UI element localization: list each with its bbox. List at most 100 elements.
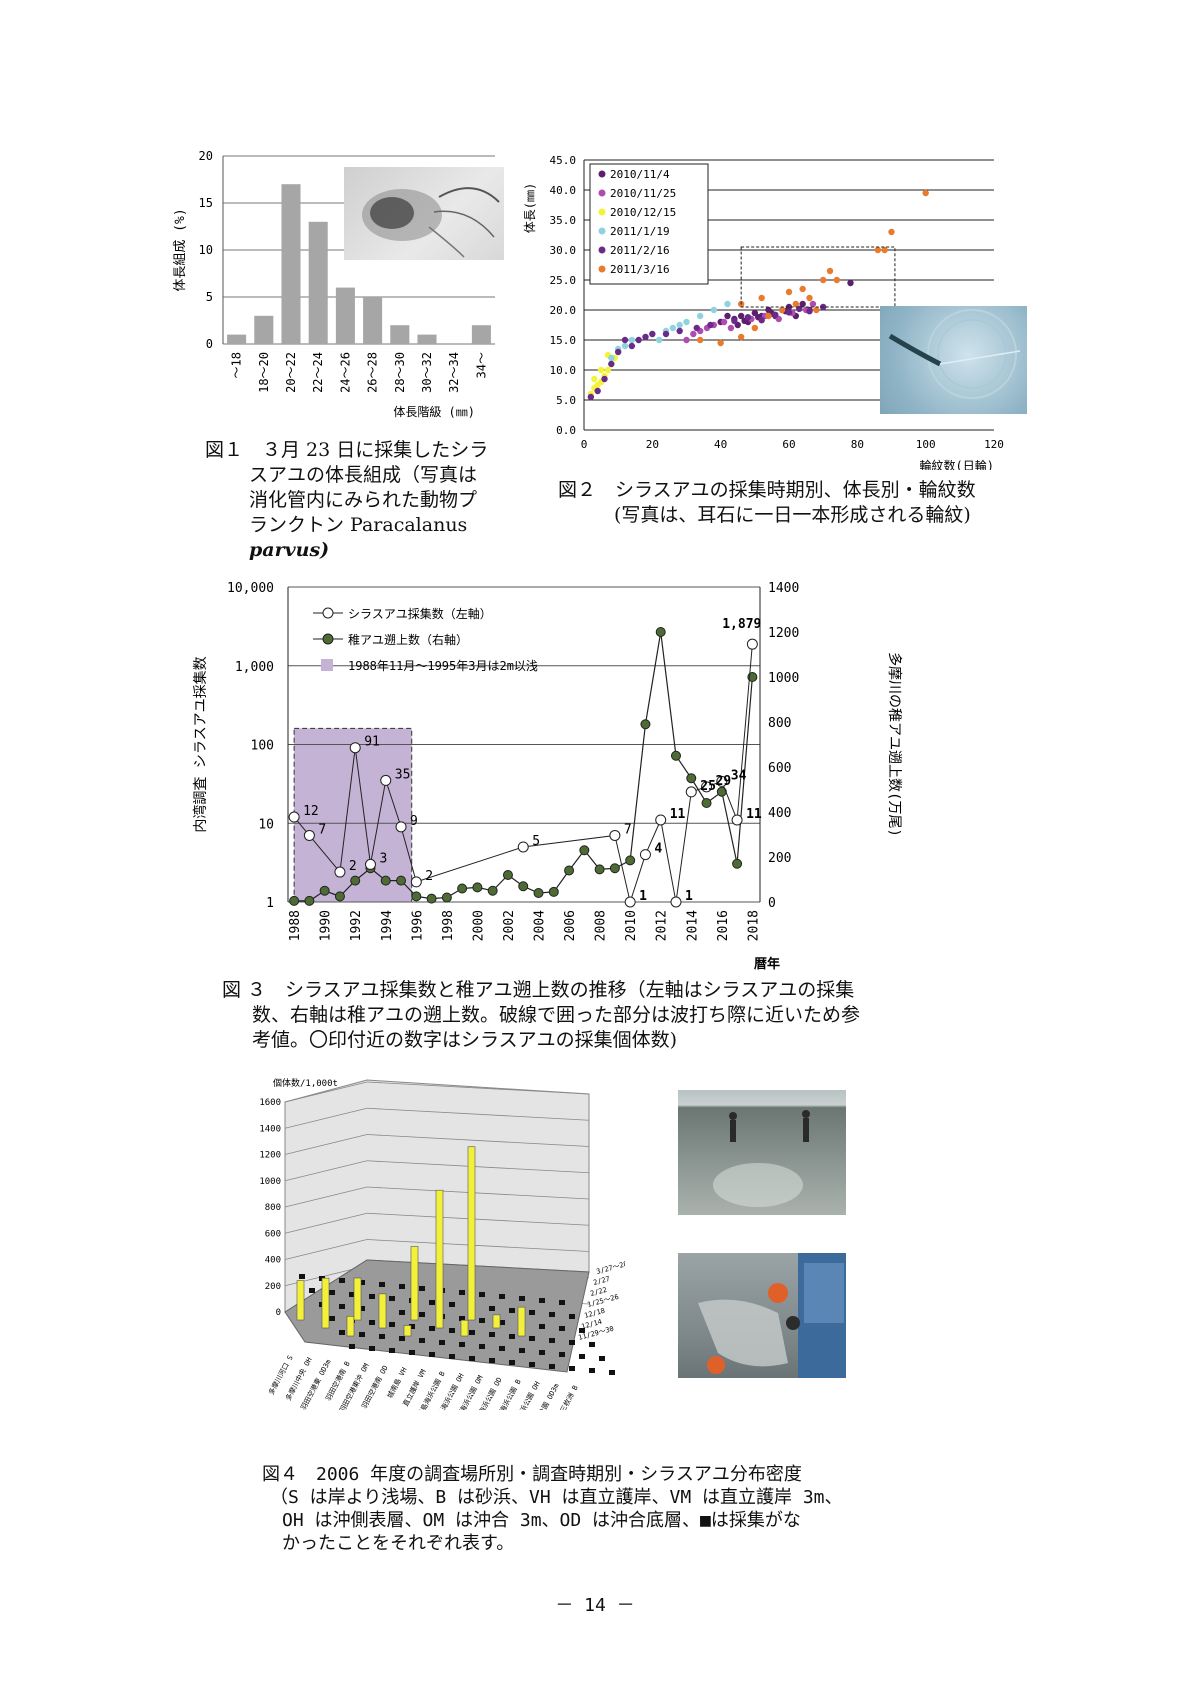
fig4-no-catch-marker <box>609 1370 615 1375</box>
fig1-bar <box>254 315 274 344</box>
fig4-chart: 1600 1400 1200 1000 800 600 400 200 0 個体数/1,000t 多… <box>255 1070 628 1448</box>
fig3-ayu-point <box>304 895 315 906</box>
fig1-xtick: 34～ <box>474 352 488 378</box>
fig4-gridline-side <box>284 1160 368 1182</box>
fig3-left-tick: 1,000 <box>235 660 274 675</box>
fig3-xtick: 2008 <box>594 910 609 941</box>
fig4-no-catch-marker <box>539 1298 545 1303</box>
fig4-no-catch-marker <box>509 1334 515 1339</box>
fig4-bar <box>410 1246 419 1321</box>
fig2-point <box>587 393 595 401</box>
fig3-ayu-point <box>380 875 391 886</box>
fig4-no-catch-marker <box>509 1360 515 1365</box>
fig4-no-catch-marker <box>539 1350 545 1355</box>
fig3-ayu-point <box>350 875 361 886</box>
fig3-ayu-point <box>457 883 468 894</box>
fig4-no-catch-marker <box>459 1290 465 1295</box>
fig3-xtick: 1998 <box>441 910 456 941</box>
fig4-no-catch-marker <box>469 1356 475 1361</box>
fig4-gridline-side <box>284 1134 368 1155</box>
fig3-shirasu-point <box>349 742 361 754</box>
fig4-no-catch-marker <box>599 1356 605 1361</box>
fig2-caption: 図２ シラスアユの採集時期別、体長別・輪紋数 (写真は、耳石に一日一本形成される… <box>558 479 976 526</box>
fig4-svg: 16001400120010008006004002000個体数/1,000t多… <box>259 1077 628 1448</box>
fig2-point <box>765 312 772 320</box>
fig3-shirasu-point <box>639 849 651 861</box>
fig3-ayu-point <box>594 864 605 875</box>
fig4-no-catch-marker <box>589 1368 595 1373</box>
fig2-point <box>785 288 793 296</box>
fig3-svg: 10,0001,00010010114001200100080060040020… <box>192 581 903 972</box>
fig3-ayu-point <box>411 891 422 902</box>
fig2-ytick: 35.0 <box>550 214 577 227</box>
fig4-no-catch-marker <box>549 1312 555 1317</box>
fig3-legend-label-3: 1988年11月～1995年3月は2m以浅 <box>348 659 538 673</box>
fig2-point <box>683 336 690 344</box>
fig3-xtick: 1990 <box>319 910 334 941</box>
fig3-xtick: 1994 <box>380 910 395 941</box>
fig2-point <box>696 312 704 320</box>
fig4-no-catch-marker <box>509 1308 515 1313</box>
fig4-no-catch-marker <box>569 1340 575 1345</box>
fig3-data-label: 1 <box>685 889 693 904</box>
fig4-no-catch-marker <box>429 1326 435 1331</box>
fig4-no-catch-marker <box>399 1310 405 1315</box>
fig4-gridline-back <box>366 1239 590 1252</box>
fig4-no-catch-marker <box>529 1362 535 1367</box>
fig3-shirasu-point <box>380 774 392 786</box>
fig3-xtick: 2000 <box>471 910 486 941</box>
fig4-ytick: 600 <box>265 1229 281 1239</box>
fig3-right-tick: 200 <box>768 851 791 866</box>
fig2-xtick: 80 <box>851 438 864 451</box>
fig3-left-tick: 10 <box>258 817 274 832</box>
fig2-point <box>642 333 649 341</box>
fig3-ayu-point <box>579 845 590 856</box>
fig4-no-catch-marker <box>459 1342 465 1347</box>
fig4-no-catch-marker <box>479 1292 485 1297</box>
fig2-point <box>737 312 745 320</box>
fig4-no-catch-marker <box>339 1330 345 1335</box>
fig4-no-catch-marker <box>359 1332 365 1337</box>
fig2-point <box>628 336 636 344</box>
fig1-ytick: 15 <box>199 196 213 210</box>
fig3-ayu-point <box>334 891 345 902</box>
fig1-svg: 0 5 10 15 20 ～18 18～20 20～22 22～24 24～26 26～28 28～3… <box>173 149 495 419</box>
fig4-no-catch-marker <box>309 1288 315 1293</box>
fig1-xlabel: 体長階級 (㎜) <box>393 404 475 419</box>
fig4-no-catch-marker <box>329 1290 335 1295</box>
fig4-ytick: 1400 <box>259 1124 281 1134</box>
fig4-no-catch-marker <box>379 1334 385 1339</box>
fig3-data-label: 29 <box>716 774 732 789</box>
fig1-caption: 図１ ３月 23 日に採集したシラ スアユの体長組成（写真は 消化管内にみられた… <box>205 439 489 561</box>
fig2-point <box>621 342 629 350</box>
fig2-point <box>813 306 820 314</box>
fig4-no-catch-marker <box>519 1296 525 1301</box>
plankton-photo <box>344 167 504 260</box>
fig4-no-catch-marker <box>399 1284 405 1289</box>
fig3-shirasu-point <box>685 786 697 798</box>
fig3-right-tick: 0 <box>768 896 776 911</box>
fig1-xtick: 28～30 <box>393 352 407 393</box>
fig4-ytick: 400 <box>265 1256 281 1266</box>
fig4-no-catch-marker <box>359 1280 365 1285</box>
fig4-bar <box>346 1316 355 1337</box>
fig3-shirasu-point <box>609 829 621 841</box>
fig3-xtick: 2016 <box>716 910 731 941</box>
fig2-point <box>806 308 813 315</box>
fig2-point <box>881 246 888 254</box>
fig2-chart: 0.0 5.0 10.0 15.0 20.0 25.0 30.0 35.0 40.0 45.0 0 2… <box>520 150 1020 473</box>
fig1-ytick: 0 <box>206 337 213 351</box>
fig3-ayu-point <box>426 893 437 904</box>
fig4-gridline-back <box>366 1107 590 1121</box>
fig4-no-catch-marker <box>339 1278 345 1283</box>
fig4-site-label: 城南島 VH <box>385 1366 409 1400</box>
fig2-legend-label: 2010/11/4 <box>610 168 670 181</box>
fig2-xtick: 120 <box>984 438 1004 451</box>
fig4-site-label: 三枚洲 B <box>558 1384 580 1410</box>
fig3-shirasu-point <box>624 896 636 908</box>
fig2-point <box>710 306 718 314</box>
fig2-xtick: 20 <box>646 438 659 451</box>
fig3-shirasu-point <box>716 775 728 787</box>
fig4-no-catch-marker <box>449 1302 455 1307</box>
fig4-no-catch-marker <box>429 1352 435 1357</box>
